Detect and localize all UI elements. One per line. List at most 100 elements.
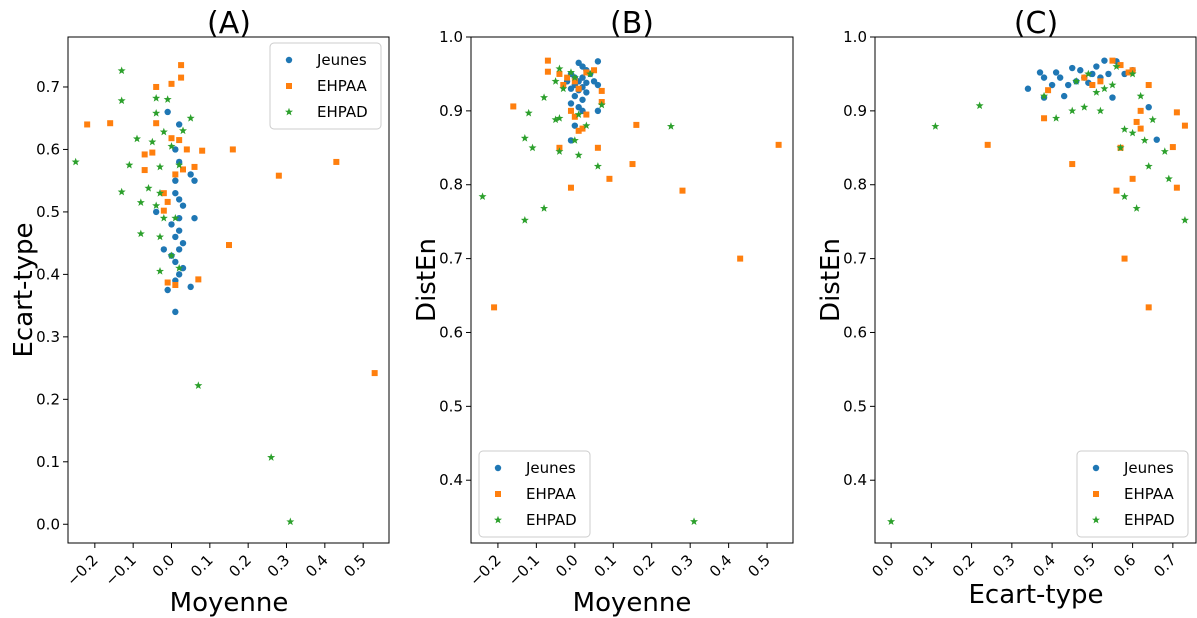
point-jeunes — [164, 286, 171, 294]
panel-a-points — [71, 62, 378, 526]
point-ehpaa — [583, 69, 590, 76]
point-ehpad — [159, 213, 168, 222]
point-ehpaa — [591, 67, 598, 74]
panel-a: (A) −0.2 −0.1 0.0 0.1 0.2 0.3 0.4 0.5 0.00.10.2… — [9, 6, 390, 618]
point-ehpaa — [178, 62, 185, 69]
point-ehpaa — [737, 255, 744, 262]
point-ehpaa — [275, 172, 282, 179]
point-ehpad — [1052, 114, 1061, 122]
point-ehpad — [71, 157, 80, 166]
point-ehpad — [574, 110, 583, 118]
point-ehpaa — [1069, 161, 1076, 168]
panel-c-legend: Jeunes EHPAA EHPAD — [1076, 450, 1189, 538]
legend-box — [478, 450, 591, 538]
y-tick-label: 1.0 — [439, 28, 463, 46]
y-tick-label: 0.4 — [843, 471, 867, 489]
panel-a-title: (A) — [207, 6, 251, 41]
point-ehpad — [186, 114, 195, 122]
panel-c-y-ticks: 0.4 0.5 0.6 0.7 0.8 0.9 1.0 — [843, 28, 875, 489]
y-tick-label: 0.9 — [843, 102, 867, 120]
point-jeunes — [1069, 64, 1076, 72]
y-tick-label: 0.7 — [439, 250, 463, 268]
point-ehpaa — [544, 57, 551, 64]
point-ehpaa — [510, 103, 517, 110]
point-jeunes — [583, 89, 590, 96]
point-ehpaa — [1173, 109, 1180, 116]
point-ehpaa — [1089, 82, 1096, 89]
point-ehpaa — [229, 146, 236, 153]
y-tick-label: 0.3 — [36, 328, 60, 346]
point-ehpad — [171, 213, 180, 222]
y-tick-label: 0.8 — [439, 176, 463, 194]
point-jeunes — [1048, 81, 1056, 89]
y-tick-label: 0.4 — [36, 265, 60, 283]
legend-marker-ehpaa — [1093, 491, 1099, 497]
point-ehpad — [1096, 106, 1105, 115]
point-ehpaa — [183, 146, 190, 153]
point-ehpad — [152, 109, 161, 117]
point-ehpaa — [153, 120, 160, 127]
point-jeunes — [1060, 92, 1068, 100]
point-ehpad — [524, 108, 533, 117]
point-ehpad — [267, 453, 276, 461]
point-ehpad — [1084, 69, 1093, 78]
legend-label-ehpaa: EHPAA — [1124, 485, 1175, 503]
point-ehpaa — [199, 147, 206, 154]
y-tick-label: 0.6 — [439, 323, 463, 341]
point-jeunes — [152, 208, 160, 216]
point-ehpaa — [1145, 82, 1152, 89]
point-jeunes — [567, 100, 575, 107]
point-ehpad — [156, 188, 164, 197]
point-ehpaa — [84, 121, 91, 128]
point-jeunes — [175, 214, 183, 222]
point-jeunes — [1052, 69, 1060, 76]
point-ehpad — [1164, 174, 1173, 183]
point-ehpaa — [1137, 125, 1144, 132]
point-ehpad — [175, 160, 184, 169]
point-ehpad — [1120, 125, 1129, 133]
point-ehpad — [1116, 143, 1125, 152]
point-jeunes — [179, 264, 187, 272]
point-ehpad — [555, 147, 564, 155]
y-tick-label: 1.0 — [843, 28, 867, 46]
panel-c-y-label: DistEn — [816, 238, 846, 322]
point-jeunes — [172, 233, 179, 241]
point-ehpad — [1160, 147, 1169, 155]
legend-label-ehpad: EHPAD — [317, 103, 368, 121]
point-ehpad — [125, 160, 134, 169]
point-jeunes — [160, 246, 168, 253]
point-ehpad — [1072, 77, 1081, 85]
point-ehpaa — [333, 158, 340, 165]
point-ehpad — [1092, 88, 1101, 96]
panel-c-points — [887, 57, 1189, 525]
y-tick-label: 0.4 — [439, 471, 463, 489]
point-ehpaa — [544, 68, 551, 75]
point-ehpad — [1068, 106, 1077, 115]
point-jeunes — [175, 121, 183, 128]
point-jeunes — [567, 85, 575, 92]
point-ehpaa — [598, 87, 605, 94]
point-jeunes — [187, 283, 194, 291]
point-jeunes — [179, 202, 187, 209]
point-ehpaa — [984, 141, 991, 148]
panel-b-points — [478, 57, 782, 525]
point-ehpad — [582, 121, 591, 130]
point-jeunes — [1153, 136, 1160, 143]
point-ehpaa — [1113, 187, 1120, 194]
point-ehpad — [1120, 192, 1129, 200]
panel-c: (C) 0.0 0.1 0.2 0.3 0.4 0.5 0.6 0.7 0.40.50.60.… — [816, 6, 1197, 610]
y-tick-label: 0.0 — [36, 515, 60, 533]
point-jeunes — [1105, 70, 1112, 78]
point-jeunes — [187, 171, 194, 178]
point-ehpaa — [149, 149, 156, 156]
point-ehpaa — [567, 184, 574, 191]
y-tick-label: 0.7 — [843, 250, 867, 268]
point-jeunes — [594, 58, 602, 65]
point-ehpaa — [1121, 255, 1128, 262]
point-jeunes — [179, 239, 187, 247]
point-ehpaa — [775, 141, 782, 148]
point-ehpad — [175, 263, 184, 272]
point-ehpad — [1128, 128, 1137, 137]
point-ehpaa — [1173, 184, 1180, 191]
